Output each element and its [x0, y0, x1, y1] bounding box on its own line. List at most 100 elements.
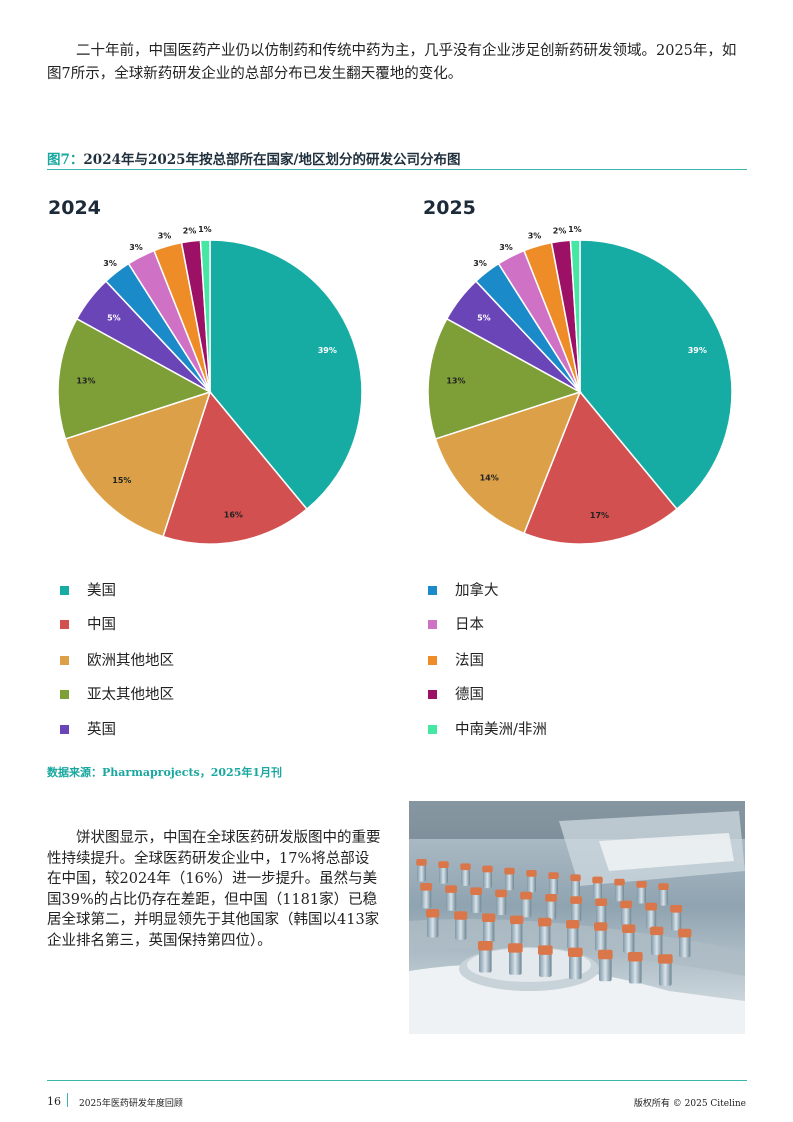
- figure-source: 数据来源：Pharmaprojects，2025年1月刊: [47, 766, 283, 779]
- vial-body: [539, 953, 552, 977]
- vial-body: [596, 905, 607, 924]
- vial-cap: [566, 920, 580, 929]
- production-line-illustration: [409, 801, 745, 1034]
- vial-body: [483, 921, 495, 942]
- intro-paragraph: 二十年前，中国医药产业仍以仿制药和传统中药为主，几乎没有企业涉足创新药研发领域。…: [47, 43, 737, 82]
- legend-swatch: [428, 656, 437, 665]
- vial-body: [571, 903, 582, 922]
- vial-cap: [657, 954, 673, 964]
- legend-label: 欧洲其他地区: [87, 653, 174, 669]
- vial-body: [549, 878, 558, 895]
- figure-title-prefix: 图7：: [47, 152, 84, 168]
- vial-cap: [470, 887, 483, 896]
- pie-2025-label-canada: 3%: [473, 259, 487, 268]
- pie-2024-slice-rest-of-apac: [57, 317, 212, 440]
- legend-swatch: [60, 690, 69, 699]
- vial-cap: [438, 861, 449, 868]
- pie-2025-label-usa: 39%: [688, 346, 707, 355]
- figure-title: 图7：2024年与2025年按总部所在国家/地区划分的研发公司分布图: [47, 148, 460, 168]
- vial-body: [621, 907, 632, 927]
- vial-body: [679, 936, 691, 958]
- vial-cap: [507, 943, 523, 953]
- vial-body: [595, 929, 607, 951]
- vial-cap: [460, 863, 471, 871]
- pie-2025-label-latam-africa: 1%: [568, 225, 582, 234]
- vial-rows: [416, 859, 692, 986]
- vial-cap: [537, 945, 553, 955]
- vial-cap: [658, 883, 669, 890]
- pie-2025-slice-rest-of-apac: [427, 317, 582, 440]
- pie-2025-label-japan: 3%: [499, 243, 513, 252]
- legend-label: 法国: [455, 653, 484, 669]
- legend-swatch: [428, 725, 437, 734]
- pie-2025-slice-usa: [579, 239, 733, 511]
- pie-2024-slice-latam-africa: [199, 239, 211, 393]
- pie-chart-2024: 39% 16% 15% 13% 5% 3% 3% 3% 2% 1%: [57, 225, 363, 545]
- legend-swatch: [428, 586, 437, 595]
- body-paragraph: 饼状图显示，中国在全球医药研发版图中的重要性持续提升。全球医药研发企业中，17%…: [47, 830, 381, 949]
- legend-swatch: [428, 690, 437, 699]
- pie-2024-label-france: 3%: [158, 231, 172, 240]
- vial-body: [496, 896, 507, 916]
- vial-body: [471, 894, 482, 913]
- footer-separator: [67, 1093, 68, 1107]
- vial-body: [599, 958, 612, 982]
- vial-cap: [567, 947, 583, 958]
- vial-cap: [678, 928, 692, 938]
- legend-swatch: [60, 620, 69, 629]
- vial-cap: [416, 859, 427, 866]
- vial-cap: [636, 881, 647, 888]
- lab-vials-photo: [409, 801, 745, 1034]
- pie-2025-label-china: 17%: [590, 511, 609, 520]
- vial-body: [427, 916, 439, 938]
- pie-2024-label-usa: 39%: [318, 346, 337, 355]
- vial-body: [421, 889, 432, 909]
- vial-cap: [597, 949, 613, 960]
- pie-2024-slice-usa: [209, 239, 363, 511]
- legend-swatch: [60, 725, 69, 734]
- pie-2024-slice-rest-of-europe: [64, 390, 212, 538]
- vial-cap: [622, 924, 636, 933]
- vial-cap: [627, 952, 643, 962]
- vial-body: [593, 882, 602, 900]
- vial-cap: [526, 870, 537, 877]
- vial-body: [569, 956, 582, 980]
- vial-cap: [592, 876, 603, 884]
- vial-cap: [420, 883, 433, 891]
- vial-body: [615, 884, 624, 902]
- vial-body: [659, 889, 668, 906]
- vial-cap: [454, 911, 468, 920]
- footer-publication: 2025年医药研发年度回顾: [79, 1099, 183, 1109]
- pie-2024-label-rest-of-apac: 13%: [76, 376, 95, 385]
- vial-cap: [445, 885, 458, 893]
- vial-cap: [504, 867, 515, 875]
- vial-cap: [614, 878, 625, 886]
- chart-2024-title: 2024: [48, 197, 101, 219]
- vial-body: [623, 932, 635, 953]
- vial-cap: [520, 891, 533, 900]
- vial-body: [461, 869, 470, 886]
- pie-2024-label-japan: 3%: [129, 243, 143, 252]
- legend-swatch: [60, 656, 69, 665]
- vial-cap: [426, 909, 440, 918]
- pie-2025-label-germany: 2%: [553, 226, 567, 235]
- vial-cap: [594, 922, 608, 931]
- vial-cap: [510, 915, 524, 925]
- pie-2024-label-canada: 3%: [103, 259, 117, 268]
- vial-body: [646, 909, 657, 929]
- vial-body: [455, 918, 467, 940]
- vial-cap: [570, 874, 581, 882]
- legend-label: 加拿大: [455, 583, 499, 599]
- footer-rule: [47, 1080, 747, 1081]
- vial-body: [671, 911, 682, 931]
- legend-label: 中南美洲/非洲: [455, 722, 547, 738]
- vial-body: [527, 876, 536, 893]
- vial-cap: [645, 902, 658, 911]
- vial-body: [505, 873, 514, 891]
- legend-swatch: [60, 586, 69, 595]
- pie-2024-label-uk: 5%: [107, 313, 121, 322]
- legend-swatch: [428, 620, 437, 629]
- vial-cap: [477, 941, 493, 951]
- chart-2025-title: 2025: [423, 197, 476, 219]
- vial-body: [509, 951, 522, 975]
